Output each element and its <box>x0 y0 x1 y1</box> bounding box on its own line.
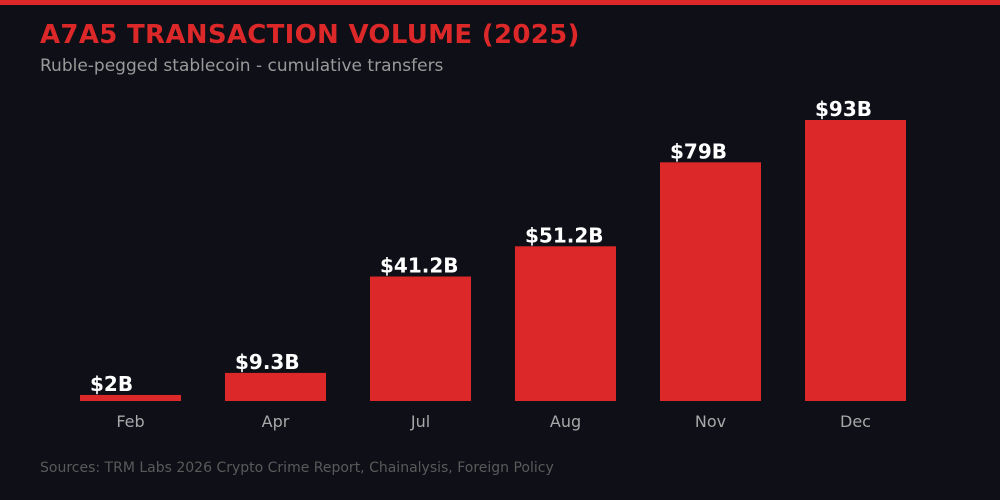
x-tick-label-nov: Nov <box>695 412 726 431</box>
bar-dec <box>805 120 906 401</box>
chart-subtitle: Ruble-pegged stablecoin - cumulative tra… <box>40 56 444 76</box>
chart-title: A7A5 TRANSACTION VOLUME (2025) <box>40 20 580 50</box>
x-tick-label-aug: Aug <box>550 412 581 431</box>
x-tick-label-apr: Apr <box>262 412 290 431</box>
x-tick-label-feb: Feb <box>116 412 144 431</box>
bar-nov <box>660 162 761 401</box>
source-note: Sources: TRM Labs 2026 Crypto Crime Repo… <box>40 460 554 476</box>
data-label-dec: $93B <box>815 97 872 121</box>
x-tick-label-jul: Jul <box>410 412 430 431</box>
top-accent-bar <box>0 0 1000 5</box>
bar-feb <box>80 394 181 401</box>
data-label-apr: $9.3B <box>235 350 300 374</box>
data-label-jul: $41.2B <box>380 254 459 278</box>
data-label-nov: $79B <box>670 139 727 163</box>
bar-aug <box>515 246 616 401</box>
bar-jul <box>370 276 471 401</box>
data-label-aug: $51.2B <box>525 223 604 247</box>
bar-apr <box>225 372 326 401</box>
x-tick-label-dec: Dec <box>840 412 871 431</box>
data-label-feb: $2B <box>90 372 133 396</box>
